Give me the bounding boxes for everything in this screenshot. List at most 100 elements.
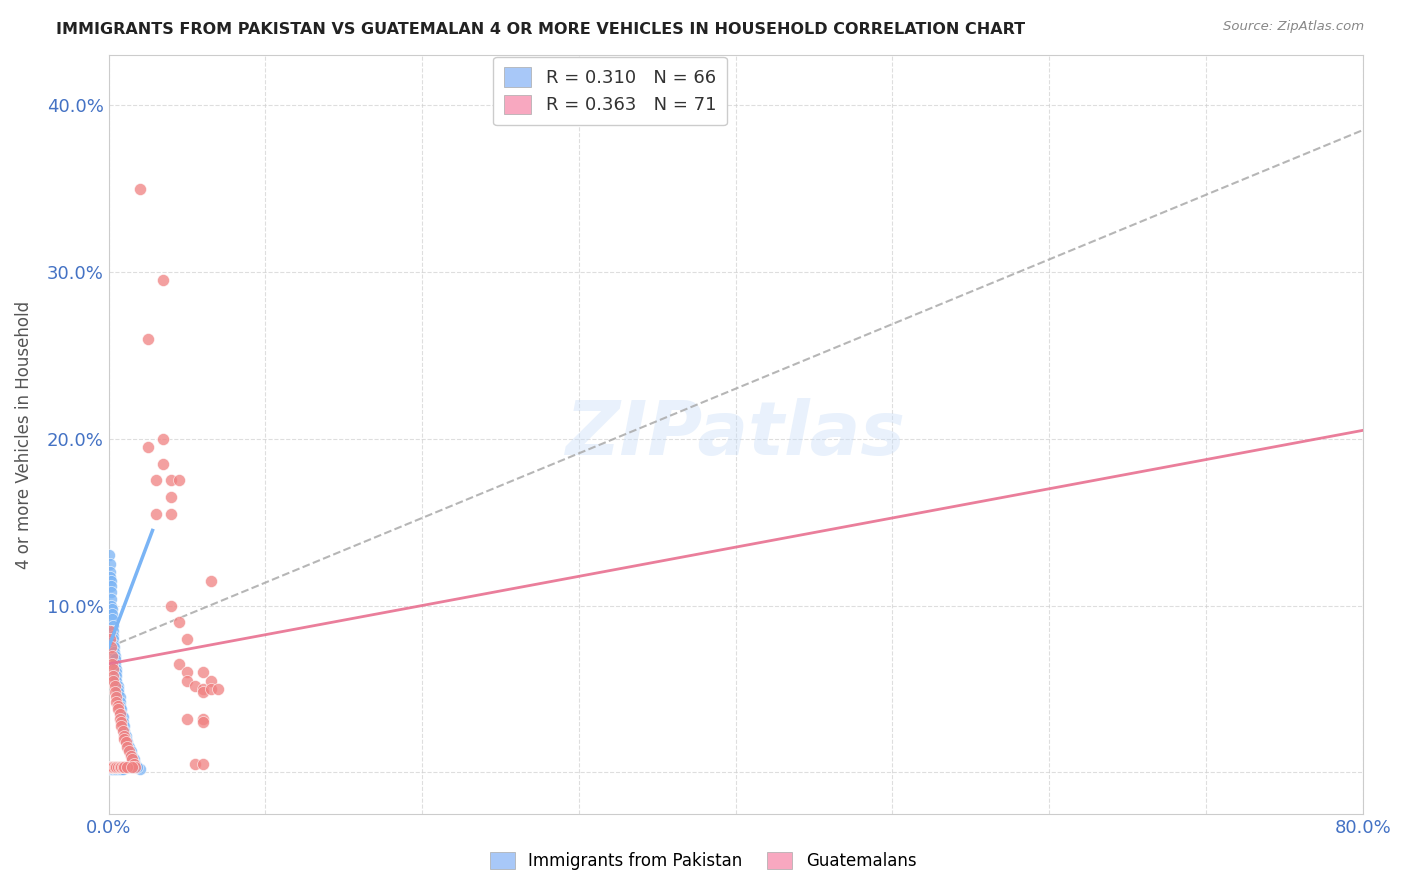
Point (103, 640, 125, 655)
Point (152, 432, 174, 446)
Point (110, 702, 132, 716)
Point (200, 574, 222, 588)
Point (191, 715, 214, 730)
Point (207, 681, 229, 696)
Point (145, 507, 167, 521)
Point (108, 762, 131, 776)
Point (105, 673, 128, 688)
Point (105, 695, 128, 709)
Point (101, 662, 124, 676)
Point (103, 632, 125, 646)
Point (122, 756, 145, 771)
Point (121, 760, 143, 774)
Point (100, 607, 122, 621)
Point (112, 731, 135, 746)
Point (191, 665, 214, 680)
Point (107, 760, 129, 774)
Point (176, 673, 198, 688)
Point (110, 762, 132, 776)
Point (191, 756, 214, 771)
Point (120, 744, 142, 758)
Point (108, 706, 131, 721)
Point (111, 760, 134, 774)
Point (112, 760, 135, 774)
Point (110, 760, 132, 774)
Point (103, 762, 125, 776)
Point (115, 729, 138, 743)
Point (104, 648, 127, 663)
Point (191, 712, 214, 726)
Point (121, 760, 143, 774)
Point (104, 685, 127, 699)
Point (112, 760, 135, 774)
Point (100, 574, 122, 588)
Point (101, 612, 124, 626)
Point (200, 681, 222, 696)
Point (152, 273, 174, 287)
Point (110, 718, 132, 732)
Point (103, 645, 125, 659)
Point (105, 690, 128, 705)
Text: Source: ZipAtlas.com: Source: ZipAtlas.com (1223, 20, 1364, 33)
Point (98, 760, 121, 774)
Point (100, 762, 122, 776)
Point (107, 702, 129, 716)
Point (125, 760, 148, 774)
Point (100, 585, 122, 599)
Point (111, 762, 134, 776)
Point (101, 618, 124, 632)
Point (108, 695, 131, 709)
Point (101, 624, 124, 638)
Point (191, 681, 214, 696)
Point (100, 648, 122, 663)
Point (103, 760, 125, 774)
Point (118, 740, 141, 755)
Point (110, 706, 132, 721)
Point (98, 557, 121, 571)
Point (104, 762, 127, 776)
Point (103, 673, 125, 688)
Point (105, 760, 128, 774)
Point (105, 668, 128, 682)
Point (124, 760, 146, 774)
Point (122, 752, 145, 766)
Point (136, 440, 159, 454)
Point (117, 760, 139, 774)
Point (108, 698, 131, 713)
Point (108, 712, 131, 726)
Point (117, 760, 139, 774)
Point (129, 181, 152, 195)
Point (100, 599, 122, 613)
Point (121, 748, 143, 763)
Point (118, 744, 141, 758)
Point (104, 760, 127, 774)
Point (145, 474, 167, 488)
Point (105, 665, 128, 680)
Point (112, 729, 135, 743)
Point (110, 715, 132, 730)
Point (104, 679, 127, 693)
Point (105, 762, 128, 776)
Point (115, 735, 138, 749)
Point (111, 723, 134, 738)
Point (100, 602, 122, 616)
Point (152, 457, 174, 471)
Point (115, 731, 138, 746)
Point (100, 640, 122, 655)
Point (167, 474, 190, 488)
Point (191, 685, 214, 699)
Point (200, 673, 222, 688)
Point (112, 718, 135, 732)
Point (115, 760, 138, 774)
Point (100, 657, 122, 671)
Point (117, 735, 139, 749)
Point (108, 760, 131, 774)
Legend: R = 0.310   N = 66, R = 0.363   N = 71: R = 0.310 N = 66, R = 0.363 N = 71 (494, 56, 727, 125)
Point (104, 662, 127, 676)
Point (184, 679, 207, 693)
Point (176, 632, 198, 646)
Point (98, 549, 121, 563)
Point (104, 652, 127, 666)
Point (108, 690, 131, 705)
Point (160, 490, 183, 504)
